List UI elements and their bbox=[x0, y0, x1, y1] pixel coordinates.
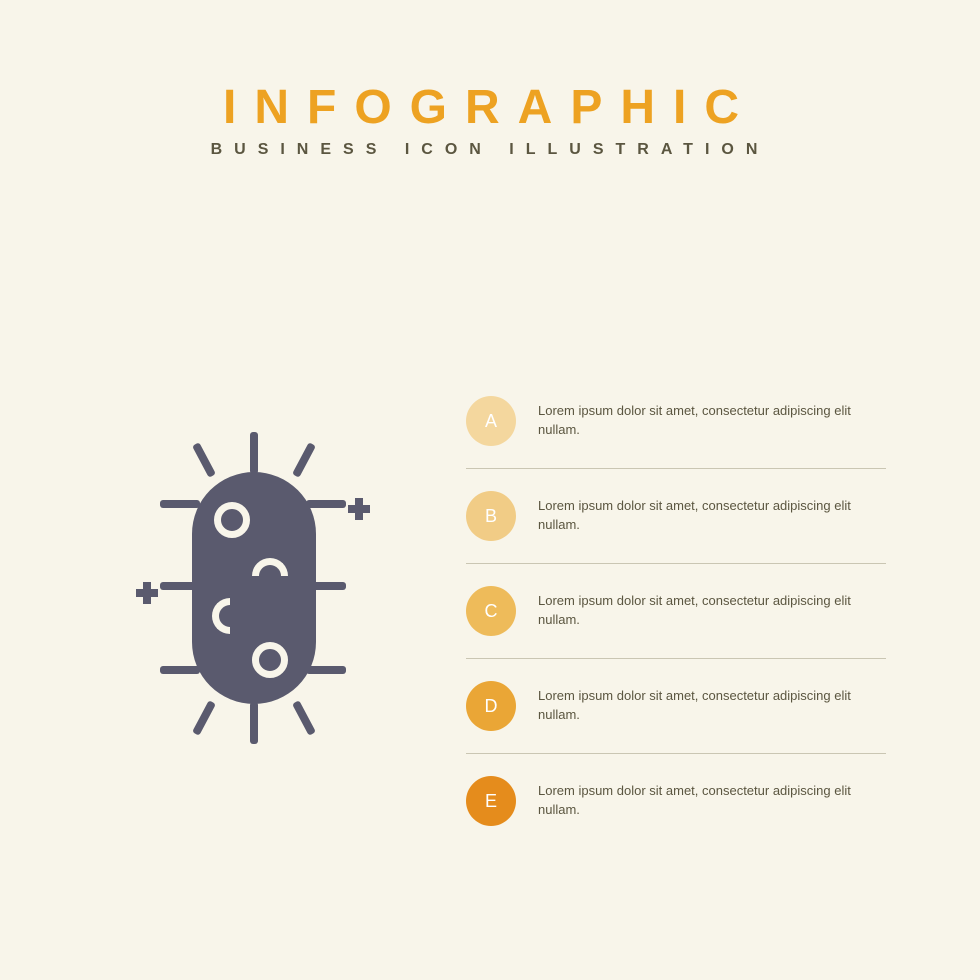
step-bullet-b: B bbox=[466, 491, 516, 541]
step-bullet-d: D bbox=[466, 681, 516, 731]
step-text: Lorem ipsum dolor sit amet, consectetur … bbox=[538, 687, 886, 725]
bacteria-spike bbox=[306, 582, 346, 590]
step-bullet-e: E bbox=[466, 776, 516, 826]
step-a: A Lorem ipsum dolor sit amet, consectetur… bbox=[466, 374, 886, 468]
step-text: Lorem ipsum dolor sit amet, consectetur … bbox=[538, 402, 886, 440]
step-d: D Lorem ipsum dolor sit amet, consectetur… bbox=[466, 659, 886, 753]
bacteria-spike bbox=[292, 442, 316, 478]
bacteria-spike bbox=[250, 432, 258, 474]
bacteria-marking bbox=[214, 502, 250, 538]
bacteria-spike bbox=[292, 700, 316, 736]
main-title: INFOGRAPHIC bbox=[0, 80, 980, 135]
steps-list: A Lorem ipsum dolor sit amet, consectetur… bbox=[466, 374, 886, 848]
step-e: E Lorem ipsum dolor sit amet, consectetur… bbox=[466, 754, 886, 848]
bacteria-spike bbox=[192, 442, 216, 478]
bacteria-spike bbox=[306, 500, 346, 508]
bacteria-marking bbox=[252, 642, 288, 678]
bacteria-spike bbox=[160, 666, 200, 674]
step-b: B Lorem ipsum dolor sit amet, consectetur… bbox=[466, 469, 886, 563]
step-text: Lorem ipsum dolor sit amet, consectetur … bbox=[538, 782, 886, 820]
step-c: C Lorem ipsum dolor sit amet, consectetur… bbox=[466, 564, 886, 658]
plus-icon bbox=[136, 582, 158, 604]
step-text: Lorem ipsum dolor sit amet, consectetur … bbox=[538, 592, 886, 630]
subtitle: BUSINESS ICON ILLUSTRATION bbox=[0, 141, 980, 159]
bacteria-spike bbox=[160, 500, 200, 508]
header: INFOGRAPHIC BUSINESS ICON ILLUSTRATION bbox=[0, 80, 980, 159]
step-text: Lorem ipsum dolor sit amet, consectetur … bbox=[538, 497, 886, 535]
bacteria-spike bbox=[306, 666, 346, 674]
step-bullet-a: A bbox=[466, 396, 516, 446]
bacteria-spike bbox=[250, 702, 258, 744]
infographic-canvas: INFOGRAPHIC BUSINESS ICON ILLUSTRATION A… bbox=[0, 0, 980, 980]
bacteria-spike bbox=[192, 700, 216, 736]
plus-icon bbox=[348, 498, 370, 520]
bacteria-spike bbox=[160, 582, 200, 590]
step-bullet-c: C bbox=[466, 586, 516, 636]
